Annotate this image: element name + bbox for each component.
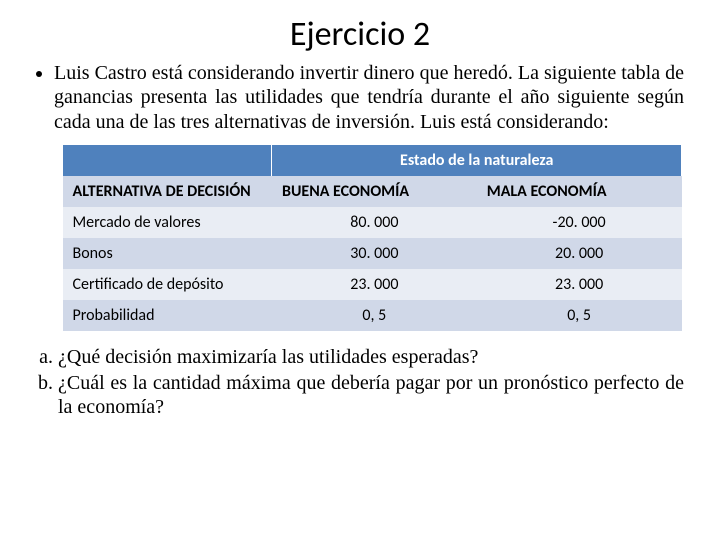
table-row: Probabilidad 0, 5 0, 5 — [63, 300, 682, 331]
cell-alt: Mercado de valores — [63, 207, 272, 238]
cell-good: 23. 000 — [272, 269, 477, 300]
question-list: ¿Qué decisión maximizaría las utilidades… — [36, 345, 684, 419]
cell-bad: 0, 5 — [477, 300, 682, 331]
cell-alt: Probabilidad — [63, 300, 272, 331]
cell-good: 0, 5 — [272, 300, 477, 331]
cell-alt: Bonos — [63, 238, 272, 269]
payoff-table-wrap: Estado de la naturaleza ALTERNATIVA DE D… — [36, 144, 684, 331]
cell-good: 30. 000 — [272, 238, 477, 269]
table-subheader-row: ALTERNATIVA DE DECISIÓN BUENA ECONOMÍA M… — [63, 176, 682, 207]
intro-list: Luis Castro está considerando invertir d… — [36, 61, 684, 134]
cell-alt: Certificado de depósito — [63, 269, 272, 300]
slide: Ejercicio 2 Luis Castro está considerand… — [0, 0, 720, 540]
slide-title: Ejercicio 2 — [36, 14, 684, 55]
header-state: Estado de la naturaleza — [272, 145, 682, 177]
col-bad-header: MALA ECONOMÍA — [477, 176, 682, 207]
cell-bad: -20. 000 — [477, 207, 682, 238]
cell-bad: 20. 000 — [477, 238, 682, 269]
cell-bad: 23. 000 — [477, 269, 682, 300]
col-alt-header: ALTERNATIVA DE DECISIÓN — [63, 176, 272, 207]
table-row: Bonos 30. 000 20. 000 — [63, 238, 682, 269]
question-a: ¿Qué decisión maximizaría las utilidades… — [58, 345, 684, 369]
payoff-table: Estado de la naturaleza ALTERNATIVA DE D… — [62, 144, 682, 331]
table-row: Certificado de depósito 23. 000 23. 000 — [63, 269, 682, 300]
header-blank — [63, 145, 272, 177]
cell-good: 80. 000 — [272, 207, 477, 238]
table-header-row: Estado de la naturaleza — [63, 145, 682, 177]
intro-text: Luis Castro está considerando invertir d… — [54, 61, 684, 134]
col-good-header: BUENA ECONOMÍA — [272, 176, 477, 207]
question-b: ¿Cuál es la cantidad máxima que debería … — [58, 371, 684, 420]
table-row: Mercado de valores 80. 000 -20. 000 — [63, 207, 682, 238]
